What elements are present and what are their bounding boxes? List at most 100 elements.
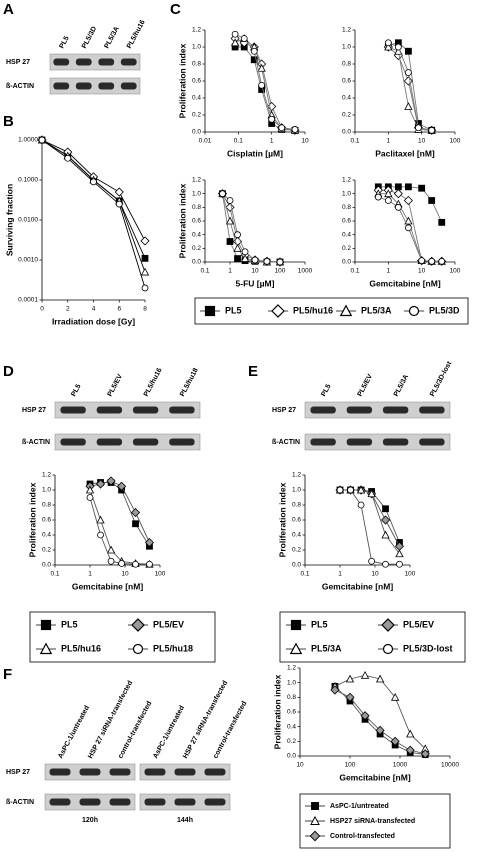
blot-band [144, 798, 166, 806]
lane-label: PL5/hu16 [143, 367, 164, 398]
marker [90, 178, 97, 186]
marker [146, 560, 153, 568]
x-tick-label: 8 [143, 306, 147, 313]
marker [240, 35, 248, 42]
marker [241, 248, 249, 256]
y-tick-label: 0.8 [292, 502, 301, 509]
legend-marker [309, 830, 321, 842]
marker [276, 258, 284, 266]
marker [381, 530, 390, 539]
x-tick-label: 100 [405, 571, 416, 578]
y-tick-label: 0.4 [342, 95, 351, 102]
y-tick-label: 0.2 [292, 547, 301, 554]
y-tick-label: 0.6 [342, 78, 351, 85]
blot-band [204, 768, 226, 776]
marker [250, 56, 258, 64]
blot-band [204, 798, 226, 806]
legend-marker [204, 305, 216, 317]
x-axis-label: Gemcitabine [nM] [369, 278, 440, 288]
marker [130, 507, 141, 518]
marker [141, 254, 149, 262]
blot-band [382, 406, 409, 414]
legend-label: PL5/3D-lost [403, 643, 453, 653]
x-tick-label: 10 [371, 571, 379, 578]
x-tick-label: 1 [88, 571, 92, 578]
marker [38, 136, 46, 144]
x-tick-label: 10 [418, 268, 426, 275]
blot-band [120, 82, 137, 90]
y-tick-label: 0.2 [287, 738, 296, 745]
legend-marker [132, 643, 144, 655]
blot-band [53, 58, 70, 66]
legend-marker [310, 815, 320, 825]
marker [375, 725, 385, 735]
marker [234, 231, 241, 239]
marker [382, 560, 389, 568]
blot-band [169, 438, 195, 446]
blot-band [132, 406, 159, 414]
y-tick-label: 1.2 [342, 177, 351, 184]
marker [263, 257, 271, 265]
legend-marker [271, 304, 285, 318]
marker [396, 560, 403, 568]
x-tick-label: 0.1 [300, 571, 309, 578]
blot-band [109, 798, 131, 806]
series-line [334, 674, 426, 749]
lane-label: PL5/EV [107, 373, 125, 398]
x-tick-label: 10 [301, 138, 309, 145]
marker [403, 76, 413, 86]
series-line [388, 46, 432, 131]
marker [390, 736, 400, 746]
y-tick-label: 0.0010 [18, 257, 38, 264]
time-label: 144h [177, 817, 193, 824]
legend-label: PL5/EV [403, 619, 434, 629]
marker [226, 197, 234, 204]
y-tick-label: 0.4 [292, 532, 301, 539]
y-tick-label: 0.0 [342, 129, 351, 136]
y-tick-label: 0.8 [192, 61, 201, 68]
lane-label: control-transfected [117, 700, 153, 760]
y-tick-label: 0.6 [342, 218, 351, 225]
y-tick-label: 1.2 [192, 177, 201, 184]
x-tick-label: 0 [40, 306, 44, 313]
marker [336, 486, 344, 494]
series-line [340, 489, 400, 543]
marker [395, 549, 404, 558]
x-tick-label: 0.1 [200, 268, 209, 275]
legend-label: PL5/3D [429, 305, 460, 315]
y-tick-label: 0.8 [287, 694, 296, 701]
series-line [41, 139, 146, 273]
blot-band [174, 798, 196, 806]
blot-background [54, 433, 201, 451]
marker [357, 501, 365, 509]
blot-band [98, 82, 115, 90]
y-tick-label: 1.2 [192, 27, 201, 34]
y-tick-label: 0.0100 [18, 217, 38, 224]
y-tick-label: 0.0 [192, 129, 201, 136]
marker [405, 183, 412, 191]
legend-marker [39, 642, 53, 655]
lane-label: PL5/hu16 [126, 19, 147, 50]
x-tick-label: 10 [418, 138, 426, 145]
lane-label: PL5/3D-lost [429, 360, 454, 398]
series-line [89, 497, 150, 565]
marker [107, 557, 115, 565]
row-label: ß-ACTIN [22, 439, 50, 446]
legend-label: PL5/hu18 [153, 643, 193, 653]
marker [114, 187, 124, 197]
marker [140, 267, 150, 276]
y-tick-label: 0.6 [287, 709, 296, 716]
marker [96, 515, 105, 524]
series-line [41, 139, 146, 289]
y-tick-label: 0.4 [192, 231, 201, 238]
series-line [41, 139, 146, 259]
marker [251, 256, 259, 264]
y-tick-label: 0.2 [192, 112, 201, 119]
x-tick-label: 10 [251, 268, 259, 275]
x-axis-label: Gemcitabine [nM] [322, 581, 393, 591]
lane-label: control-transfected [212, 700, 248, 760]
legend-label: HSP27 siRNA-transfected [330, 818, 415, 825]
marker [394, 203, 402, 211]
y-tick-label: 0.6 [42, 517, 51, 524]
panel-label: D [3, 363, 14, 380]
